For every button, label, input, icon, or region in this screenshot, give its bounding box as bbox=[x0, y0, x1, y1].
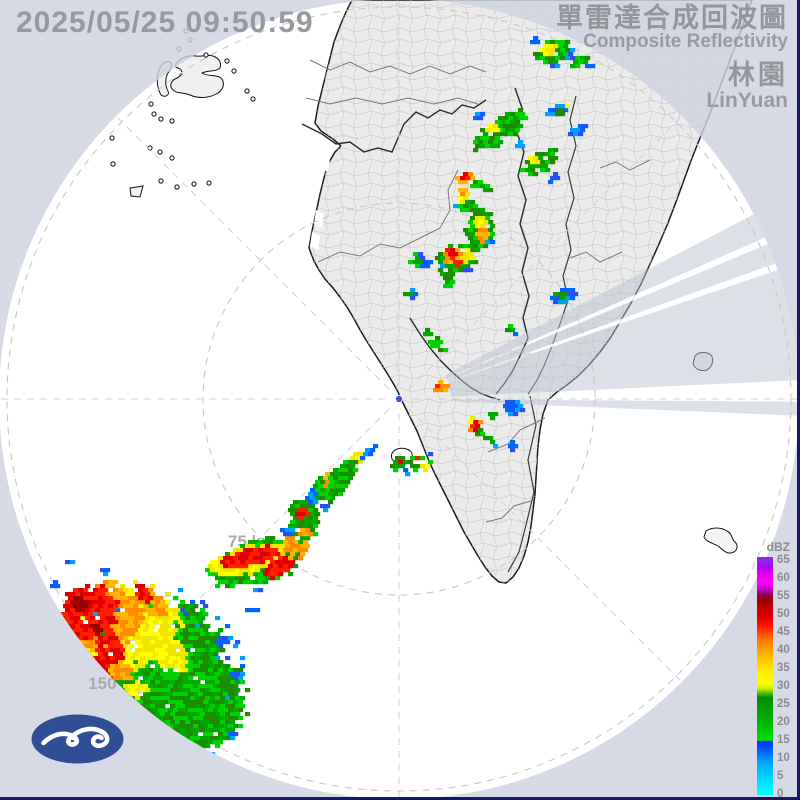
islet bbox=[224, 58, 230, 64]
bottom-edge-border bbox=[0, 797, 800, 800]
colorbar-tick: 25 bbox=[777, 698, 790, 711]
cwb-logo bbox=[31, 714, 124, 764]
clear-beam bbox=[530, 256, 797, 354]
islet bbox=[244, 88, 250, 94]
colorbar-tick: 65 bbox=[777, 553, 790, 566]
county-border-line bbox=[485, 499, 535, 523]
colorbar-tick: 60 bbox=[777, 571, 790, 584]
islet bbox=[250, 96, 256, 102]
colorbar-tick: 55 bbox=[777, 589, 790, 602]
islet bbox=[206, 180, 212, 186]
blockage-wedge bbox=[448, 263, 799, 397]
colorbar-tick: 35 bbox=[777, 662, 790, 675]
county-border-line bbox=[317, 169, 459, 263]
islet bbox=[109, 135, 115, 141]
blockage-wedge bbox=[451, 399, 799, 417]
penghu-main-island bbox=[170, 54, 224, 98]
blockage-wedge bbox=[446, 236, 795, 382]
radar-station-marker bbox=[395, 395, 403, 403]
right-edge-border bbox=[797, 0, 800, 800]
islet bbox=[231, 68, 237, 74]
coastal-flats bbox=[310, 155, 330, 250]
clear-beam bbox=[527, 229, 787, 345]
county-border-line bbox=[599, 159, 651, 171]
colorbar-tick: 45 bbox=[777, 626, 790, 638]
islet bbox=[148, 101, 154, 107]
colorbar-tick: 20 bbox=[777, 716, 790, 729]
colorbar-tick: 50 bbox=[777, 607, 790, 620]
colorbar-tick: 30 bbox=[777, 680, 790, 693]
islet bbox=[158, 116, 164, 122]
islet bbox=[157, 149, 163, 155]
cwb-wave-icon bbox=[41, 726, 110, 749]
islet bbox=[158, 178, 164, 184]
county-border-line bbox=[409, 317, 501, 401]
islet bbox=[174, 184, 180, 190]
islet bbox=[169, 118, 175, 124]
islet bbox=[191, 181, 197, 187]
colorbar-tick: 5 bbox=[777, 770, 784, 783]
colorbar-tick: 15 bbox=[777, 734, 790, 747]
county-border-line bbox=[507, 395, 537, 573]
colorbar-tick: 10 bbox=[777, 752, 790, 765]
islet bbox=[110, 161, 116, 167]
islet bbox=[169, 155, 175, 161]
beam-blockage-wedges bbox=[445, 205, 799, 417]
county-border-line bbox=[305, 97, 479, 105]
colorbar-tick: 0 bbox=[777, 788, 784, 800]
islet bbox=[151, 111, 157, 117]
county-border-line bbox=[301, 99, 487, 153]
county-border-line bbox=[309, 59, 487, 75]
colorbar-tick: 40 bbox=[777, 644, 790, 657]
orchid-island bbox=[703, 527, 738, 554]
county-border-line bbox=[569, 251, 623, 263]
islet bbox=[203, 52, 209, 58]
wangan-island bbox=[129, 185, 144, 198]
blockage-wedge bbox=[445, 205, 784, 378]
